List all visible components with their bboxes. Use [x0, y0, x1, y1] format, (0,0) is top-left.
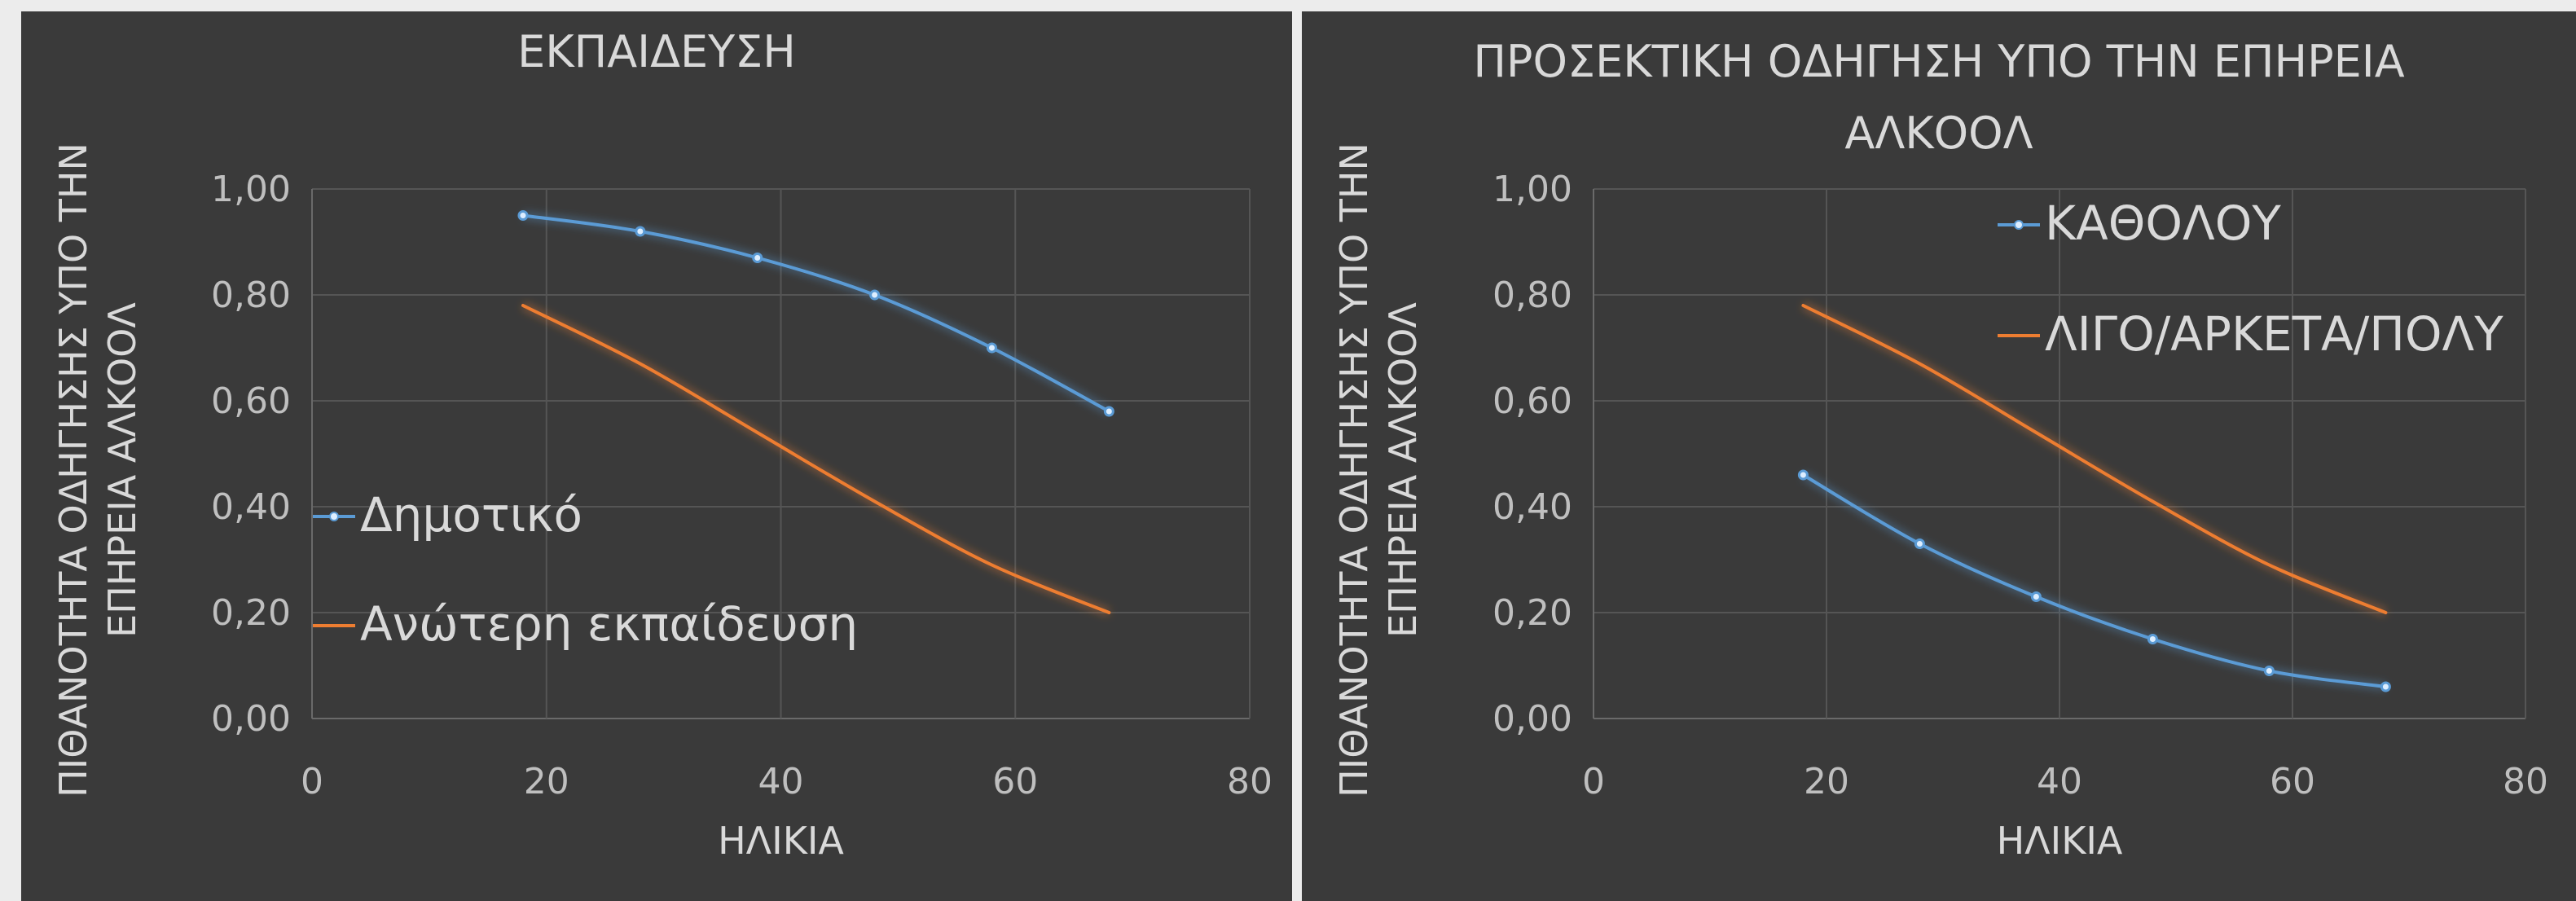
legend-label: ΚΑΘΟΛΟΥ	[2045, 196, 2281, 251]
chart-title: ΠΡΟΣΕΚΤΙΚΗ ΟΔΗΓΗΣΗ ΥΠΟ ΤΗΝ ΕΠΗΡΕΙΑ ΑΛΚΟΟΛ	[1473, 36, 2404, 159]
legend-marker	[2014, 220, 2024, 230]
data-point	[986, 342, 997, 354]
y-tick-label: 0,20	[211, 592, 291, 634]
data-point	[1797, 469, 1809, 481]
data-point	[1103, 406, 1114, 417]
y-tick-label: 0,00	[1492, 698, 1572, 740]
x-tick-label: 40	[758, 761, 804, 802]
y-axis-title: ΠΙΘΑΝΟΤΗΤΑ ΟΔΗΓΗΣΗΣ ΥΠΟ ΤΗΝ ΕΠΗΡΕΙΑ ΑΛΚΟΟ…	[1332, 143, 1425, 798]
legend-label: Δημοτικό	[360, 487, 582, 543]
data-point	[2380, 681, 2391, 692]
y-tick-label: 0,80	[1492, 275, 1572, 316]
series-line	[521, 213, 1111, 413]
series-glow	[522, 211, 1111, 415]
series-glow	[521, 301, 1111, 617]
y-tick-label: 0,00	[211, 698, 291, 740]
x-tick-label: 0	[1582, 761, 1605, 802]
x-tick-label: 0	[301, 761, 323, 802]
y-tick-label: 0,20	[1492, 592, 1572, 634]
legend-label: ΛΙΓΟ/ΑΡΚΕΤΑ/ΠΟΛΥ	[2045, 306, 2503, 362]
x-tick-label: 20	[1804, 761, 1849, 802]
x-tick-label: 80	[2503, 761, 2548, 802]
chart-svg: ΕΚΠΑΙΔΕΥΣΗ 0,00 0,20 0,40 0,60 0,80 1,00 0 20 40 6…	[51, 26, 1273, 863]
x-tick-label: 60	[992, 761, 1038, 802]
legend-label: Ανώτερη εκπαίδευση	[360, 596, 858, 652]
x-tick-label: 40	[2037, 761, 2082, 802]
y-tick-label: 0,40	[1492, 486, 1572, 528]
x-tick-label: 60	[2270, 761, 2315, 802]
legend-marker	[329, 512, 339, 521]
y-axis-title-line: ΕΠΗΡΕΙΑ ΑΛΚΟΟΛ	[1381, 302, 1425, 638]
x-axis-title: ΗΛΙΚΙΑ	[1997, 819, 2123, 863]
chart-title-line: ΑΛΚΟΟΛ	[1844, 108, 2033, 159]
data-point	[517, 210, 529, 221]
series-line	[1801, 304, 2388, 614]
data-point	[2147, 634, 2158, 644]
y-tick-label: 0,40	[211, 486, 291, 528]
data-point	[869, 289, 881, 301]
series-line	[1801, 473, 2388, 688]
x-tick-label: 80	[1227, 761, 1273, 802]
data-point	[2030, 591, 2042, 602]
y-axis-title: ΠΙΘΑΝΟΤΗΤΑ ΟΔΗΓΗΣΗΣ ΥΠΟ ΤΗΝ ΕΠΗΡΕΙΑ ΑΛΚΟΟ…	[51, 143, 144, 798]
chart-title-line: ΠΡΟΣΕΚΤΙΚΗ ΟΔΗΓΗΣΗ ΥΠΟ ΤΗΝ ΕΠΗΡΕΙΑ	[1473, 36, 2404, 87]
chart-svg: ΠΡΟΣΕΚΤΙΚΗ ΟΔΗΓΗΣΗ ΥΠΟ ΤΗΝ ΕΠΗΡΕΙΑ ΑΛΚΟΟΛ…	[1332, 36, 2548, 863]
data-point	[635, 226, 646, 237]
y-tick-label: 0,60	[1492, 380, 1572, 422]
chart-title-line: ΕΚΠΑΙΔΕΥΣΗ	[517, 26, 796, 77]
y-tick-label: 0,60	[211, 380, 291, 422]
x-axis-title: ΗΛΙΚΙΑ	[718, 819, 844, 863]
chart-panel-careful-driving: ΠΡΟΣΕΚΤΙΚΗ ΟΔΗΓΗΣΗ ΥΠΟ ΤΗΝ ΕΠΗΡΕΙΑ ΑΛΚΟΟΛ…	[1302, 11, 2576, 901]
y-axis-title-line: ΠΙΘΑΝΟΤΗΤΑ ΟΔΗΓΗΣΗΣ ΥΠΟ ΤΗΝ	[51, 143, 95, 798]
y-tick-label: 0,80	[211, 275, 291, 316]
series-line	[521, 304, 1111, 614]
y-tick-label: 1,00	[211, 169, 291, 210]
data-point	[1914, 538, 1925, 549]
chart-title: ΕΚΠΑΙΔΕΥΣΗ	[517, 26, 796, 77]
y-axis-title-line: ΕΠΗΡΕΙΑ ΑΛΚΟΟΛ	[100, 302, 144, 638]
x-tick-label: 20	[524, 761, 569, 802]
data-point	[2263, 666, 2275, 676]
chart-panel-education: ΕΚΠΑΙΔΕΥΣΗ 0,00 0,20 0,40 0,60 0,80 1,00 0 20 40 6…	[21, 11, 1292, 901]
y-axis-title-line: ΠΙΘΑΝΟΤΗΤΑ ΟΔΗΓΗΣΗΣ ΥΠΟ ΤΗΝ	[1332, 143, 1376, 798]
data-point	[752, 253, 763, 263]
y-tick-label: 1,00	[1492, 169, 1572, 210]
